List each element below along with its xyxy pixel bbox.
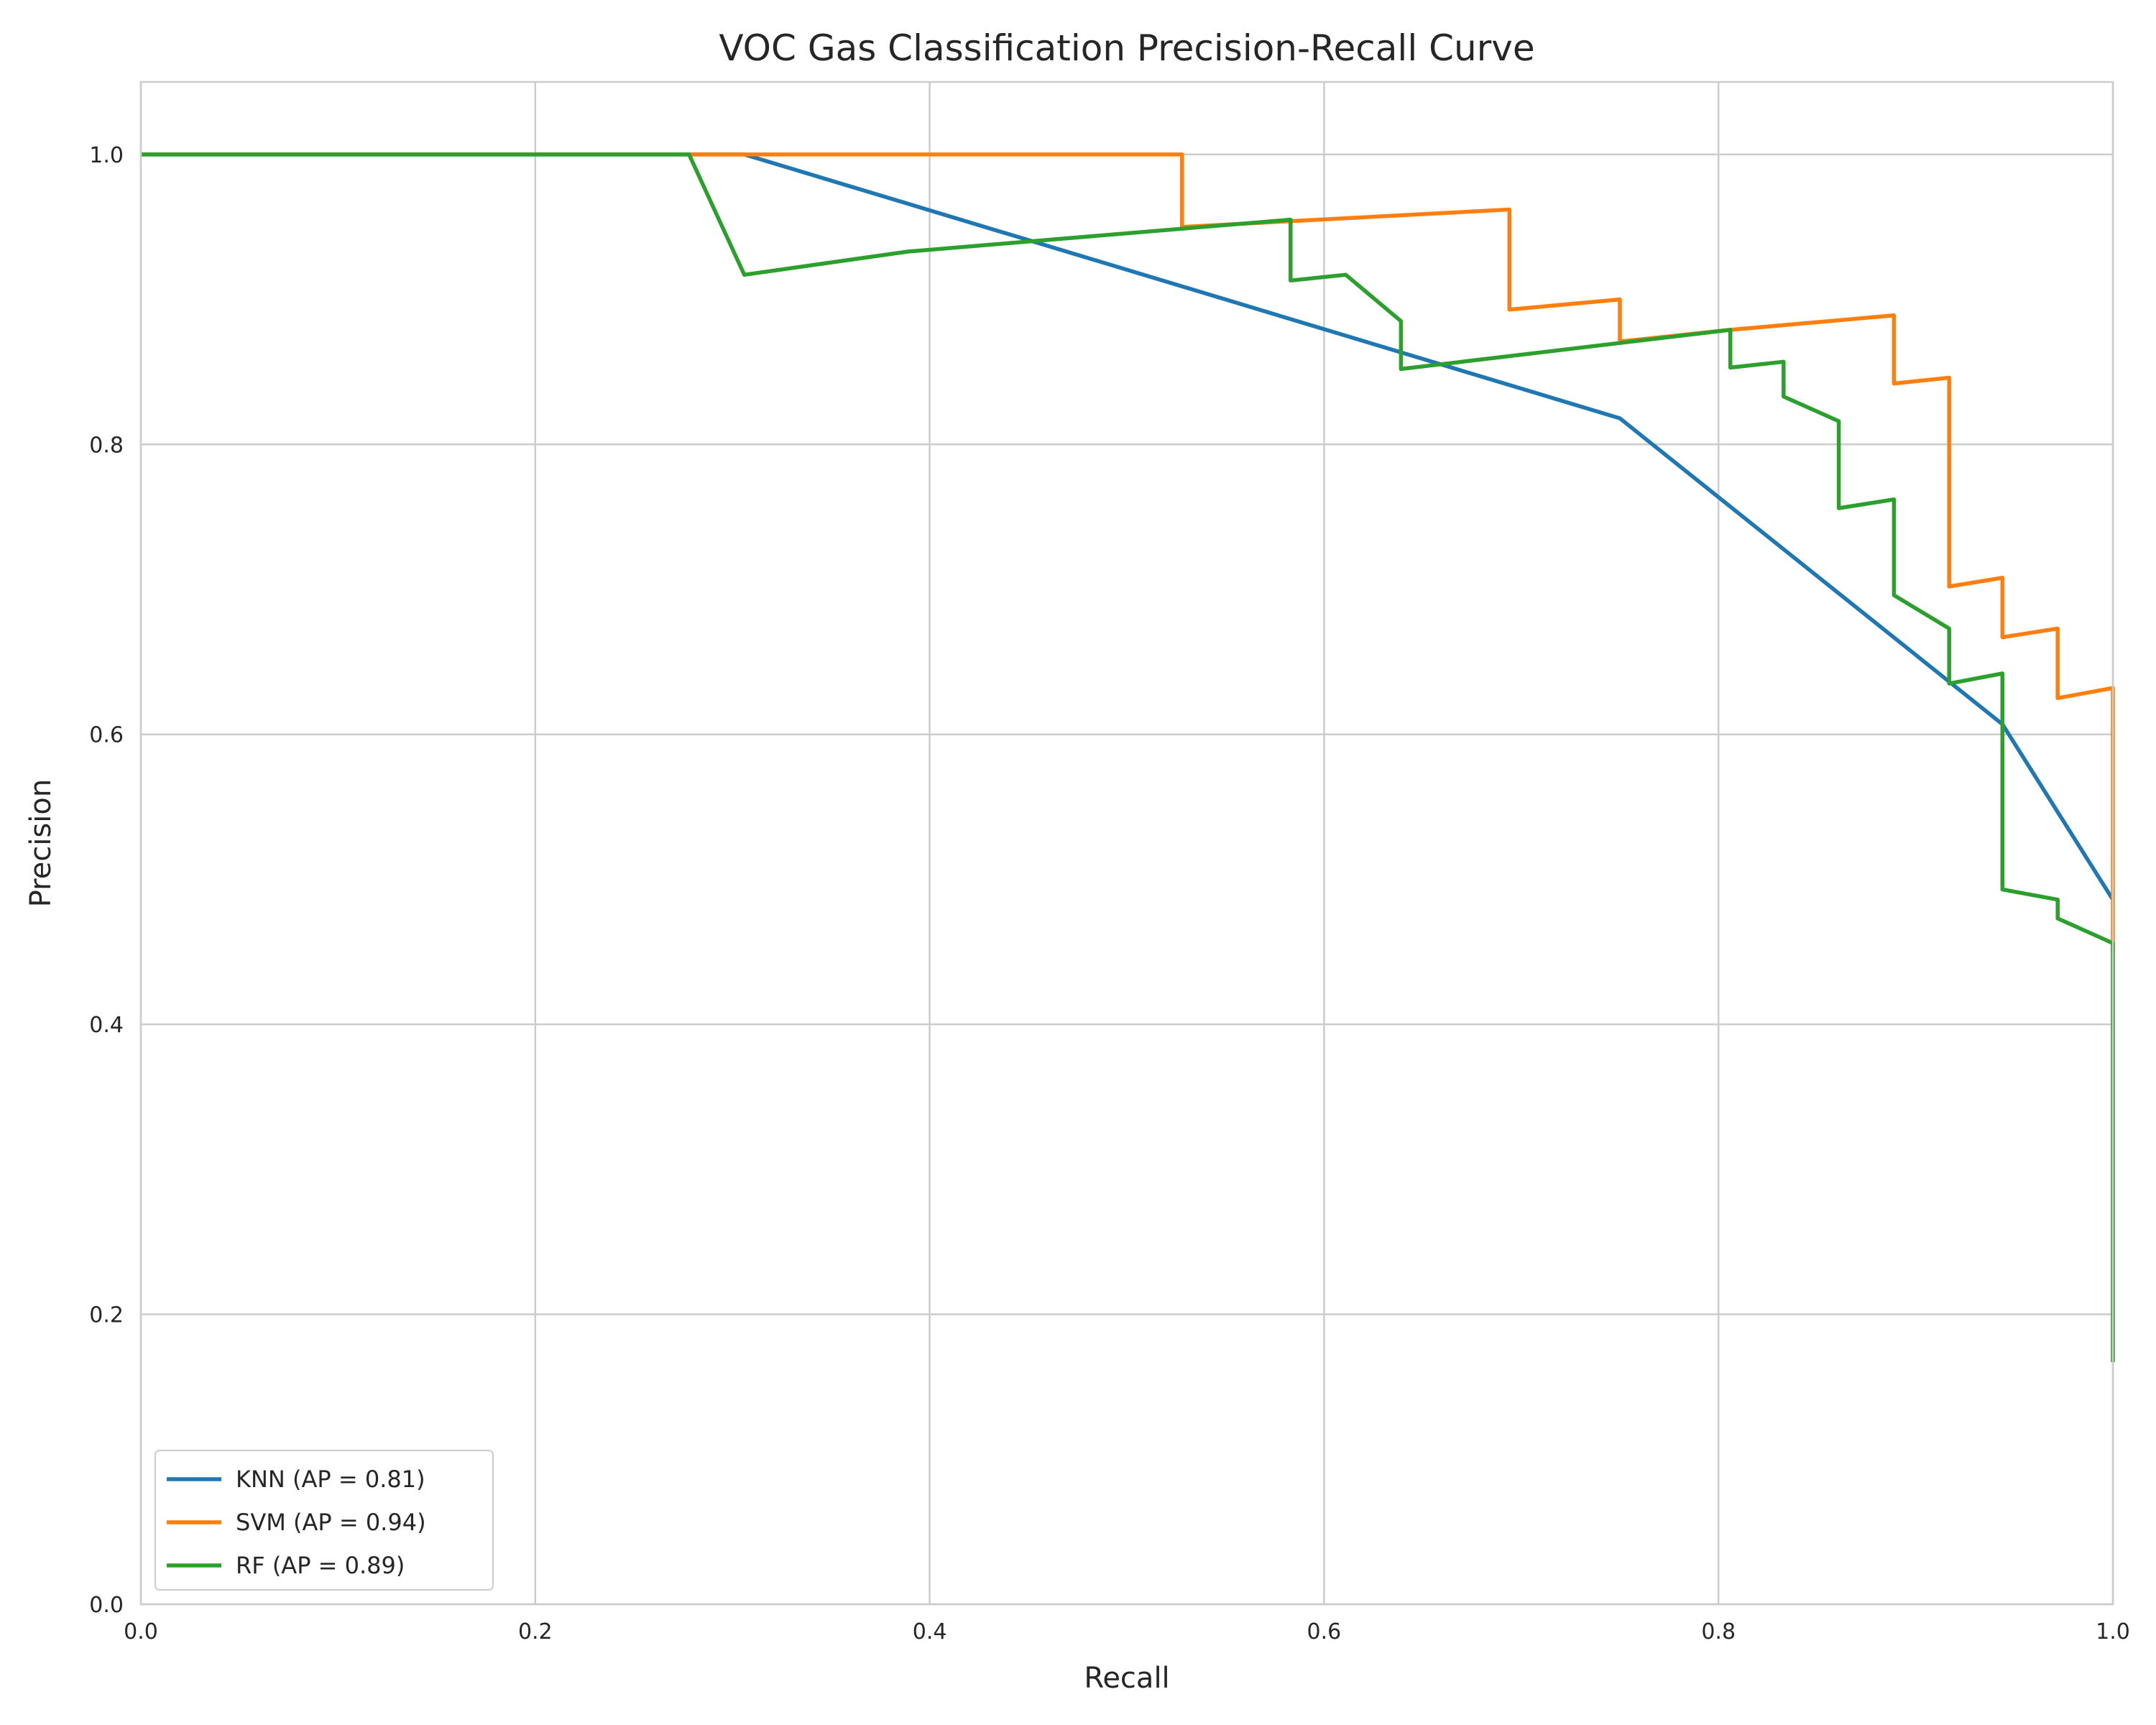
chart-title: VOC Gas Classification Precision-Recall …	[719, 27, 1534, 69]
x-tick-label: 0.4	[913, 1619, 947, 1644]
series-layer	[141, 152, 2115, 1363]
y-tick-label: 0.4	[89, 1013, 124, 1038]
y-tick-labels: 0.0 0.2 0.4 0.6 0.8 1.0	[89, 143, 124, 1618]
y-tick-label: 0.6	[89, 723, 124, 748]
legend: KNN (AP = 0.81) SVM (AP = 0.94) RF (AP = 0…	[155, 1450, 494, 1591]
series-line-3	[141, 152, 2115, 1363]
y-tick-label: 0.8	[89, 433, 124, 458]
x-tick-label: 0.8	[1701, 1619, 1736, 1644]
x-tick-label: 0.6	[1307, 1619, 1342, 1644]
x-tick-labels: 0.0 0.2 0.4 0.6 0.8 1.0	[124, 1619, 2130, 1644]
legend-label: SVM (AP = 0.94)	[236, 1509, 426, 1536]
y-tick-label: 0.2	[89, 1303, 124, 1328]
legend-label: RF (AP = 0.89)	[236, 1552, 405, 1579]
legend-label: KNN (AP = 0.81)	[236, 1466, 425, 1493]
x-tick-label: 0.2	[518, 1619, 553, 1644]
series-line-1	[141, 152, 2115, 901]
x-axis-label: Recall	[1084, 1662, 1169, 1695]
x-tick-label: 1.0	[2096, 1619, 2130, 1644]
legend-box	[155, 1450, 494, 1591]
y-tick-label: 0.0	[89, 1593, 124, 1618]
grid-layer	[139, 82, 2114, 1606]
x-tick-label: 0.0	[124, 1619, 158, 1644]
y-axis-label: Precision	[24, 779, 57, 907]
plot-frame	[139, 80, 2114, 1606]
y-tick-label: 1.0	[89, 143, 124, 168]
legend-items: KNN (AP = 0.81) SVM (AP = 0.94) RF (AP = 0…	[167, 1466, 426, 1579]
series-line-2	[141, 152, 2115, 952]
